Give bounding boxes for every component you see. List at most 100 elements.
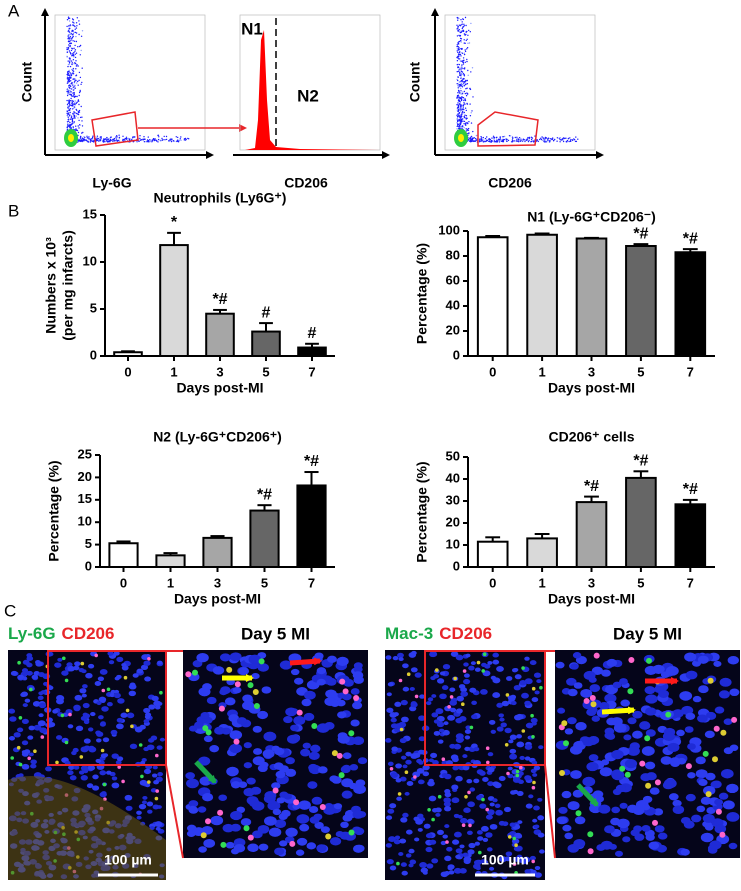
cell-dot [460, 125, 462, 128]
nucleus [524, 744, 533, 750]
cell-dot [73, 56, 75, 58]
cell-dot [77, 99, 80, 101]
stain-spot [10, 756, 14, 760]
cell-dot [472, 96, 474, 98]
cell-dot [473, 140, 475, 142]
zoom-title: Day 5 MI [613, 624, 682, 643]
nucleus [337, 734, 350, 744]
nucleus [687, 743, 696, 750]
cell-dot [67, 113, 69, 115]
cell-dot [468, 132, 470, 134]
stain-spot [705, 791, 712, 798]
cell-dot [531, 137, 534, 139]
cell-dot [71, 119, 74, 121]
cell-dot [67, 123, 70, 126]
nucleus [386, 707, 394, 713]
nucleus [114, 676, 120, 681]
cell-dot [68, 57, 71, 59]
nucleus [311, 796, 323, 805]
stain-spot [233, 738, 240, 745]
nucleus [482, 837, 489, 842]
cell-dot [71, 38, 73, 40]
nucleus [492, 798, 498, 803]
cell-dot [466, 103, 469, 105]
cell-dot [69, 72, 72, 74]
nucleus [28, 752, 34, 757]
stain-spot [80, 661, 85, 666]
nucleus [233, 843, 246, 853]
cell-dot [146, 141, 148, 143]
cell-dot [67, 17, 70, 20]
stain-spot [505, 693, 510, 697]
cell-dot [528, 139, 530, 141]
cell-dot [69, 121, 71, 124]
y-tick-label: 60 [446, 272, 460, 287]
nucleus [285, 757, 295, 765]
cell-dot [460, 98, 463, 100]
nucleus [614, 850, 624, 857]
nucleus [449, 743, 456, 749]
stain-spot [185, 671, 192, 678]
nucleus [402, 764, 408, 769]
nucleus [402, 663, 409, 669]
nucleus [466, 778, 473, 784]
cell-dot [74, 87, 77, 89]
cell-dot [134, 136, 136, 138]
nucleus [395, 763, 403, 769]
nucleus [479, 803, 487, 809]
nucleus [52, 709, 59, 714]
cell-dot [457, 29, 459, 32]
stain-spot [482, 652, 487, 656]
nucleus [273, 762, 284, 770]
nucleus [644, 686, 656, 695]
cell-dot [118, 134, 120, 136]
nucleus [487, 660, 493, 665]
stain-spot [702, 750, 709, 757]
nucleus [145, 712, 152, 718]
cell-dot [127, 137, 130, 140]
nucleus [460, 691, 469, 697]
x-axis-label: Ly-6G [92, 175, 131, 191]
cell-dot [457, 49, 459, 51]
nucleus [116, 656, 124, 663]
cell-dot [85, 139, 87, 142]
stain-spot [155, 753, 159, 758]
nucleus [691, 814, 702, 823]
cell-dot [463, 68, 466, 70]
cell-dot [67, 70, 70, 73]
cell-dot [537, 140, 539, 143]
cell-dot [68, 99, 70, 101]
stain-spot [589, 695, 596, 701]
cell-dot [80, 49, 82, 52]
nucleus [534, 690, 540, 695]
nucleus [111, 776, 118, 781]
stain-spot [64, 740, 69, 745]
nucleus [529, 660, 537, 666]
nucleus [108, 660, 115, 665]
nucleus [667, 742, 680, 752]
cell-dot [67, 102, 70, 105]
nucleus [243, 787, 255, 797]
stain-spot [639, 760, 646, 767]
cell-dot [460, 119, 463, 121]
nucleus [679, 691, 693, 701]
cell-dot [526, 138, 528, 140]
y-tick-label: 30 [446, 492, 460, 507]
nucleus [530, 717, 538, 724]
nucleus [329, 775, 339, 783]
stain-spot [720, 729, 727, 736]
cell-dot [505, 137, 507, 140]
nucleus [416, 758, 423, 764]
nucleus [627, 717, 637, 725]
nucleus [714, 824, 727, 834]
stain-spot [685, 763, 692, 770]
cell-dot [460, 87, 462, 90]
nucleus [611, 769, 624, 780]
nucleus [437, 829, 444, 836]
gate [477, 111, 539, 147]
nucleus [152, 765, 158, 770]
stain-spot [353, 695, 360, 701]
cell-dot [471, 67, 474, 69]
stain-spot [296, 709, 303, 716]
nucleus [257, 710, 269, 720]
